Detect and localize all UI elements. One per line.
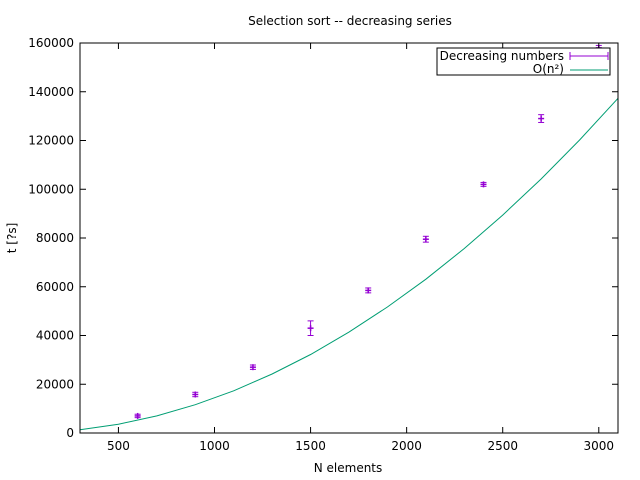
y-tick-label: 80000 xyxy=(36,231,74,245)
data-point xyxy=(249,364,256,371)
y-tick-label: 60000 xyxy=(36,280,74,294)
legend-entry-curve-label: O(n²) xyxy=(533,62,564,76)
data-point xyxy=(538,114,545,123)
x-axis-label: N elements xyxy=(314,461,383,475)
chart-title: Selection sort -- decreasing series xyxy=(248,14,452,28)
y-axis: 0 20000 40000 60000 80000 100000 120000 140000 1… xyxy=(28,36,618,440)
data-point xyxy=(422,235,429,243)
x-tick-label: 500 xyxy=(107,439,130,453)
y-tick-label: 20000 xyxy=(36,377,74,391)
x-tick-label: 3000 xyxy=(584,439,615,453)
y-tick-label: 0 xyxy=(66,426,74,440)
x-axis: 500 1000 1500 2000 2500 3000 xyxy=(107,43,614,453)
data-point xyxy=(480,181,487,188)
x-tick-label: 2000 xyxy=(391,439,422,453)
plot-area xyxy=(79,42,619,434)
y-tick-label: 140000 xyxy=(28,85,74,99)
data-point xyxy=(134,412,141,419)
plot-frame xyxy=(79,42,619,434)
legend-entry-decreasing-label: Decreasing numbers xyxy=(440,49,564,63)
legend: Decreasing numbers O(n²) xyxy=(436,47,611,76)
x-tick-label: 2500 xyxy=(487,439,518,453)
data-point xyxy=(365,287,372,294)
y-tick-label: 100000 xyxy=(28,182,74,196)
legend-errorbar-sample xyxy=(569,52,609,60)
y-tick-label: 120000 xyxy=(28,134,74,148)
y-axis-label: t [?s] xyxy=(5,223,19,254)
curve-layer xyxy=(79,97,619,431)
data-point xyxy=(192,391,199,398)
x-tick-label: 1000 xyxy=(199,439,230,453)
data-point xyxy=(307,320,314,336)
y-tick-label: 160000 xyxy=(28,36,74,50)
points-layer xyxy=(134,44,602,419)
x-tick-label: 1500 xyxy=(295,439,326,453)
curve-line xyxy=(79,97,619,431)
y-tick-label: 40000 xyxy=(36,329,74,343)
